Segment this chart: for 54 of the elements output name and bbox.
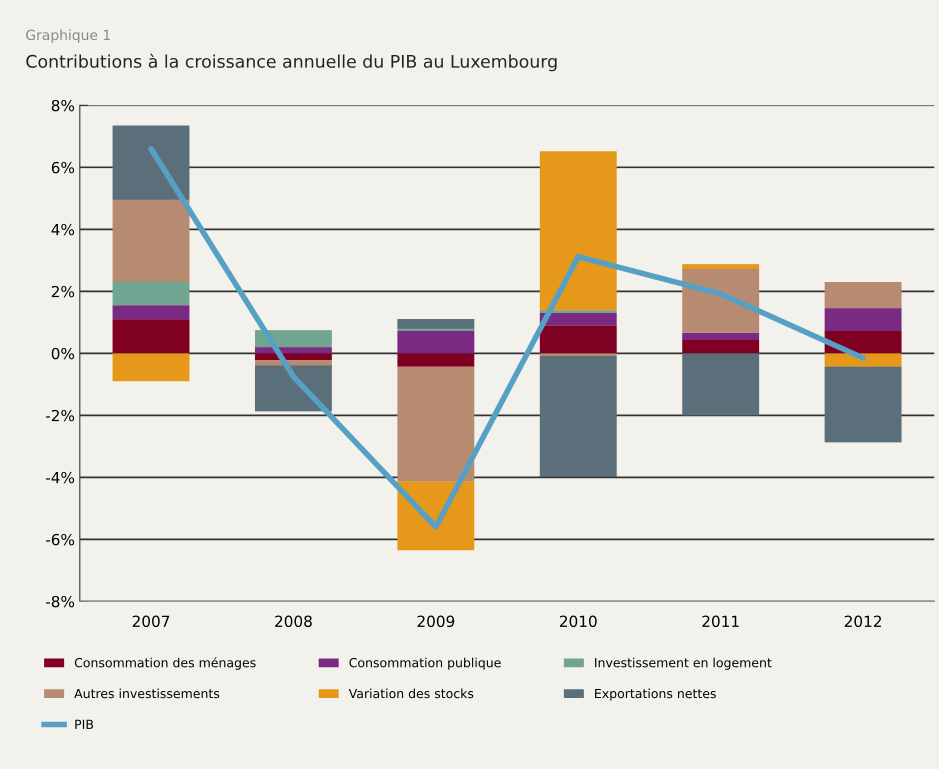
legend-label: Exportations nettes — [595, 688, 716, 701]
x-tick-label: 2008 — [275, 616, 312, 628]
bar — [824, 366, 902, 442]
bar — [824, 331, 902, 354]
bar — [112, 353, 190, 382]
bar — [397, 353, 474, 367]
bar — [397, 366, 474, 482]
chart-subtitle: Graphique 1 — [26, 29, 110, 43]
y-tick-label: -6% — [46, 534, 74, 546]
bar — [112, 126, 190, 200]
bar — [824, 353, 902, 367]
y-tick-label: -2% — [46, 410, 74, 422]
y-tick-label: 6% — [52, 162, 74, 174]
x-tick-label: 2011 — [702, 616, 739, 628]
bar — [397, 331, 474, 354]
x-tick-label: 2010 — [560, 616, 597, 628]
bar — [540, 151, 617, 310]
y-tick-label: 4% — [51, 224, 74, 236]
bar — [540, 353, 617, 356]
bar — [254, 360, 332, 366]
y-tick-label: 8% — [52, 100, 74, 112]
bar — [824, 308, 902, 332]
legend-label: Consommation des ménages — [74, 657, 256, 670]
bar — [112, 319, 190, 354]
bar — [112, 282, 190, 306]
y-tick-label: 0% — [52, 348, 74, 360]
y-tick-label: 2% — [52, 286, 74, 298]
bar — [112, 305, 190, 320]
legend-label: Autres investissements — [74, 688, 220, 698]
legend-label: Investissement en logement — [595, 658, 772, 670]
chart-title: Contributions à la croissance annuelle du PIB au Luxembourg — [26, 54, 557, 72]
bar — [682, 340, 760, 354]
x-tick-label: 2007 — [132, 616, 170, 628]
bar — [540, 313, 617, 326]
bar — [682, 269, 760, 333]
x-tick-label: 2009 — [418, 616, 454, 628]
legend-label: Consommation publique — [349, 658, 501, 670]
bar — [682, 264, 760, 270]
bar — [682, 332, 760, 340]
y-tick-label: -8% — [46, 596, 74, 608]
bar — [682, 353, 760, 416]
legend-label: PIB — [75, 720, 94, 729]
bar — [112, 200, 190, 282]
legend-label: Variation des stocks — [348, 688, 474, 698]
bar — [254, 330, 332, 348]
bar — [397, 318, 474, 329]
bar — [824, 282, 902, 308]
y-tick-label: -4% — [46, 472, 74, 484]
bar — [254, 365, 332, 412]
bar — [397, 328, 474, 332]
x-tick-label: 2012 — [844, 616, 882, 628]
bar — [540, 326, 617, 354]
bar — [254, 347, 332, 354]
bar — [540, 356, 617, 477]
